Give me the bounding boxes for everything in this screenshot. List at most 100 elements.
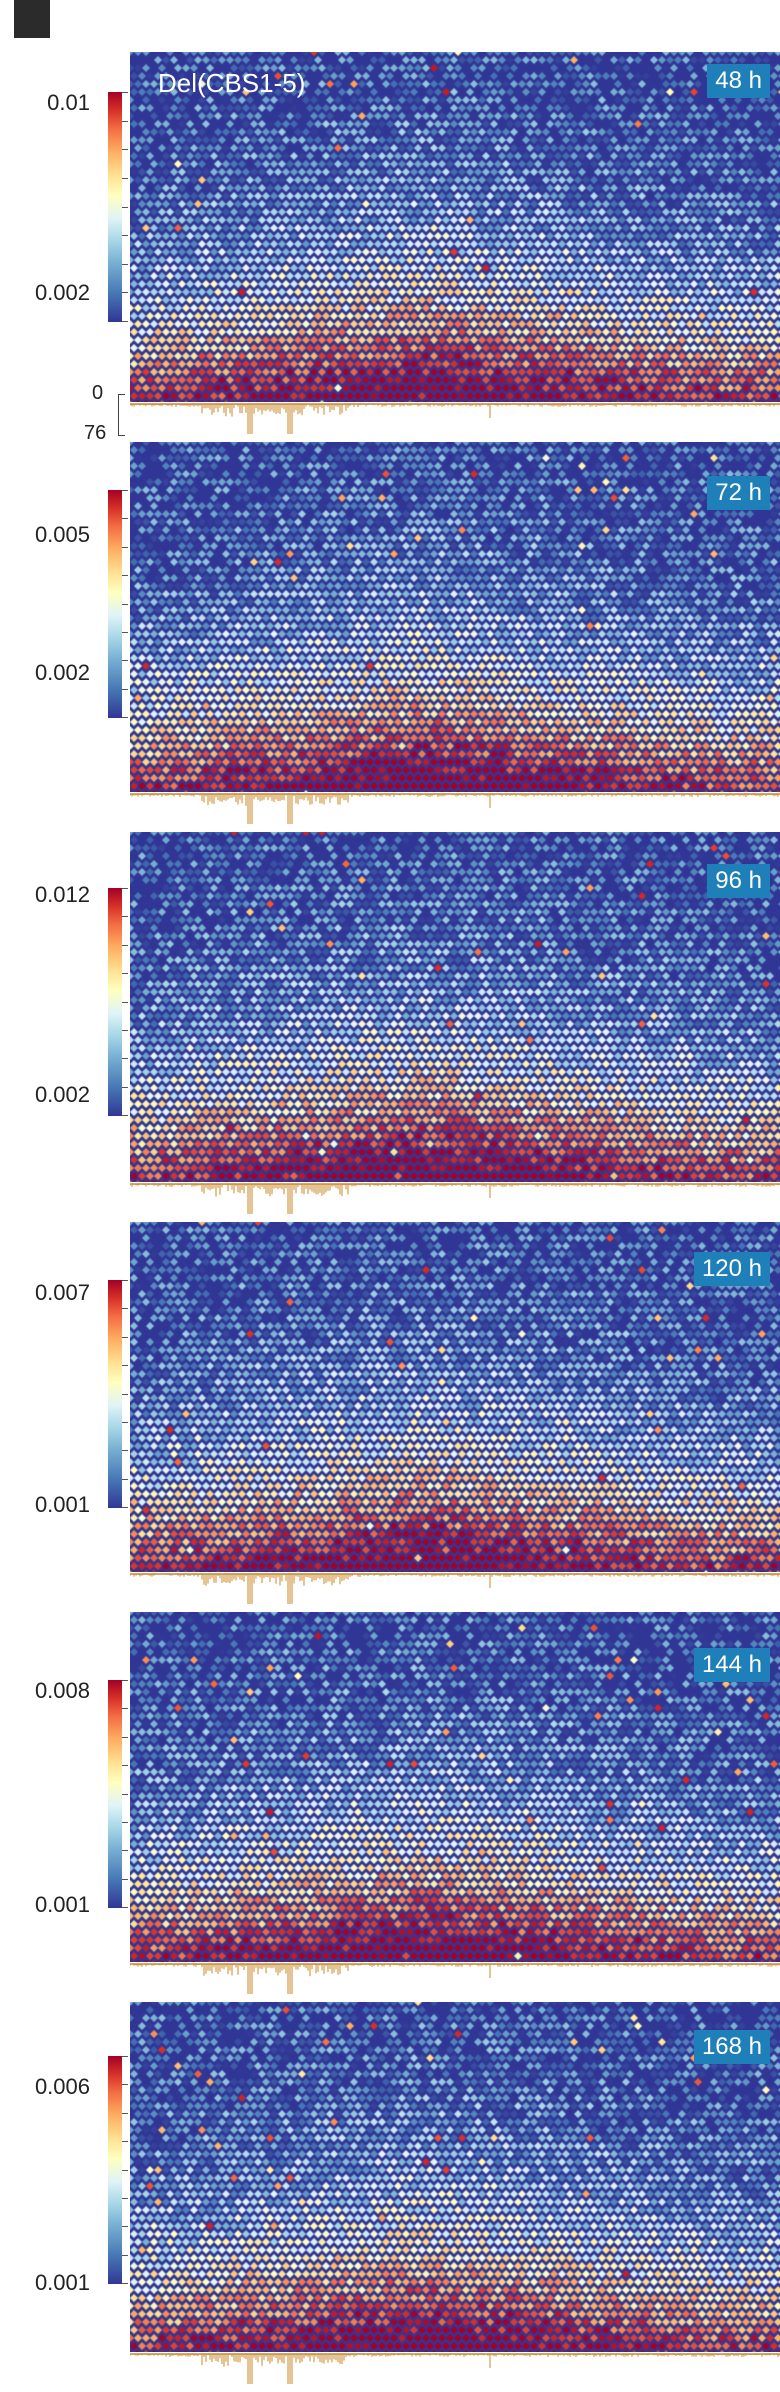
colorbar-max-label: 0.008 [34, 1678, 90, 1703]
colorbar-min-label: 0.002 [34, 280, 90, 305]
track-signal [130, 1963, 780, 1994]
colorbar-tick [122, 575, 128, 576]
colorbar-tick [122, 973, 128, 974]
colorbar-tick [122, 689, 128, 690]
colorbar-tick [122, 1450, 128, 1451]
colorbar-tick [122, 1030, 128, 1031]
colorbar-tick [122, 1058, 128, 1059]
track-signal [130, 1183, 780, 1214]
colorbar [108, 888, 122, 1116]
colorbar-ticks [122, 490, 128, 718]
colorbar-tick [122, 490, 128, 491]
colorbar-tick [122, 888, 128, 889]
colorbar-min-label: 0.001 [34, 2270, 90, 2295]
colorbar-tick [122, 632, 128, 633]
colorbar [108, 1680, 122, 1908]
colorbar-tick [122, 660, 128, 661]
contact-heatmap [130, 1222, 780, 1572]
colorbar-tick [122, 1280, 128, 1281]
colorbar-tick [122, 1708, 128, 1709]
colorbar-tick [122, 235, 128, 236]
colorbar-max-label: 0.012 [34, 882, 90, 907]
colorbar-ticks [122, 92, 128, 322]
heatmap-panel-48h: 0.01 0.002 48 h Del(CBS1-5) 0 76 [0, 52, 780, 444]
condition-label: Del(CBS1-5) [158, 68, 306, 98]
colorbar-min-label: 0.001 [34, 1892, 90, 1917]
colorbar-tick [122, 1765, 128, 1766]
colorbar-tick [122, 1507, 128, 1508]
colorbar-tick [122, 1365, 128, 1366]
colorbar [108, 490, 122, 718]
colorbar-tick [122, 2113, 128, 2114]
colorbar-tick [122, 1737, 128, 1738]
track-signal [130, 1573, 780, 1604]
time-badge: 72 h [707, 476, 770, 510]
colorbar [108, 92, 122, 322]
colorbar-tick [122, 945, 128, 946]
contact-heatmap [130, 52, 780, 402]
heatmap-panel-72h: 0.005 0.002 72 h [0, 442, 780, 832]
contact-heatmap [130, 1612, 780, 1962]
colorbar [108, 2056, 122, 2284]
time-badge: 48 h [707, 64, 770, 98]
colorbar-tick [122, 1479, 128, 1480]
chip-track [130, 403, 780, 434]
colorbar-tick [122, 2255, 128, 2256]
track-min-label: 0 [92, 382, 104, 404]
colorbar-ticks [122, 2056, 128, 2284]
colorbar-tick [122, 1850, 128, 1851]
colorbar-tick [122, 2141, 128, 2142]
colorbar-tick [122, 1115, 128, 1116]
time-badge: 168 h [693, 2030, 770, 2064]
colorbar-tick [122, 321, 128, 322]
colorbar-tick [122, 178, 128, 179]
time-badge: 144 h [693, 1648, 770, 1682]
colorbar-tick [122, 207, 128, 208]
colorbar-tick [122, 2170, 128, 2171]
track-max-label: 76 [84, 422, 107, 444]
contact-heatmap [130, 2002, 780, 2352]
colorbar-tick [122, 2226, 128, 2227]
colorbar-tick [122, 1337, 128, 1338]
colorbar-ticks [122, 1280, 128, 1508]
colorbar-ticks [122, 1680, 128, 1908]
colorbar-tick [122, 2198, 128, 2199]
colorbar-tick [122, 1002, 128, 1003]
colorbar-tick [122, 518, 128, 519]
colorbar-ticks [122, 888, 128, 1116]
colorbar-tick [122, 1422, 128, 1423]
colorbar-tick [122, 2283, 128, 2284]
colorbar-tick [122, 92, 128, 93]
contact-heatmap [130, 832, 780, 1182]
colorbar-tick [122, 1907, 128, 1908]
colorbar-tick [122, 292, 128, 293]
chip-track [130, 1573, 780, 1604]
colorbar-tick [122, 547, 128, 548]
heatmap-panel-120h: 0.007 0.001 120 h [0, 1222, 780, 1612]
chip-track [130, 1963, 780, 1994]
colorbar-tick [122, 604, 128, 605]
colorbar-max-label: 0.007 [34, 1280, 90, 1305]
colorbar-tick [122, 1822, 128, 1823]
track-scale-bracket [118, 394, 125, 436]
colorbar-max-label: 0.006 [34, 2074, 90, 2099]
colorbar-tick [122, 1680, 128, 1681]
colorbar-min-label: 0.001 [34, 1492, 90, 1517]
heatmap-panel-168h: 0.006 0.001 168 h [0, 2002, 780, 2392]
colorbar-tick [122, 121, 128, 122]
time-badge: 120 h [693, 1252, 770, 1286]
colorbar-tick [122, 1308, 128, 1309]
colorbar-tick [122, 916, 128, 917]
colorbar-tick [122, 1394, 128, 1395]
chip-track [130, 1183, 780, 1214]
panel-letter-box [14, 0, 50, 38]
time-badge: 96 h [707, 864, 770, 898]
colorbar-min-label: 0.002 [34, 660, 90, 685]
track-signal [130, 2353, 780, 2384]
chip-track [130, 793, 780, 824]
colorbar-max-label: 0.01 [47, 90, 90, 115]
contact-heatmap [130, 442, 780, 792]
track-signal [130, 403, 780, 434]
colorbar-tick [122, 1879, 128, 1880]
colorbar-tick [122, 1087, 128, 1088]
